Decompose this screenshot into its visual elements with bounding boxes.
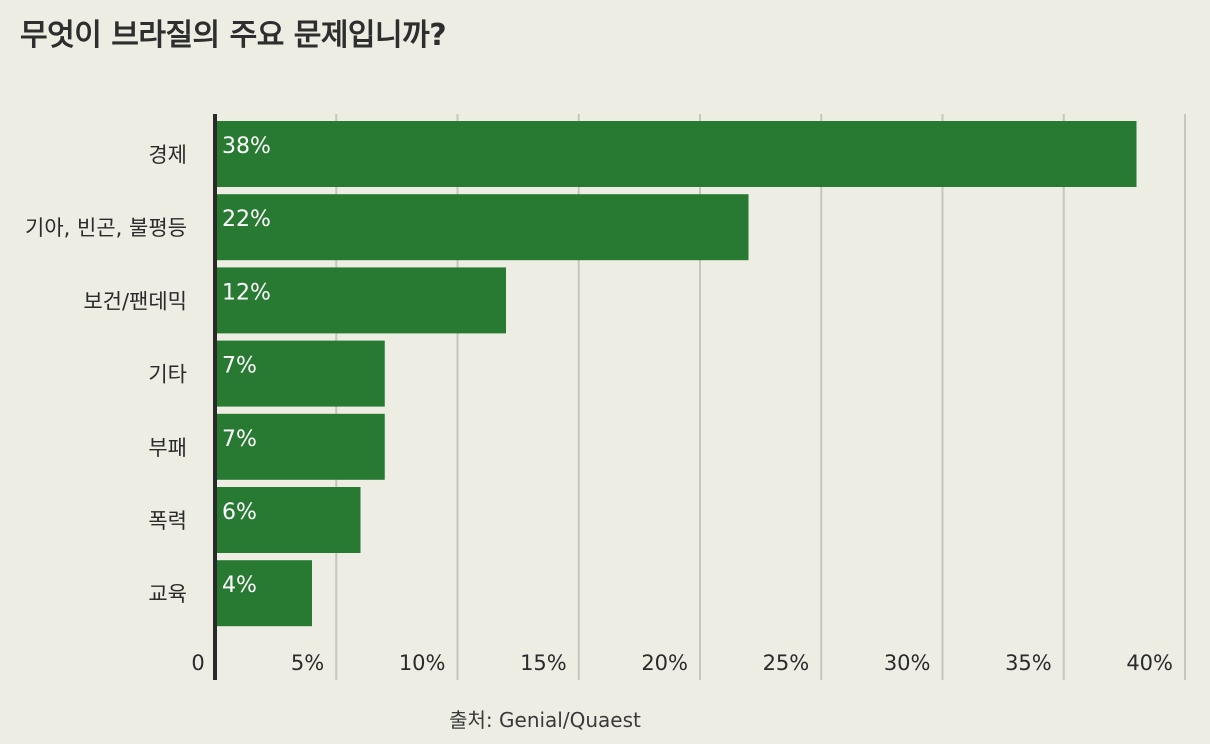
bar [215, 560, 312, 627]
bar [215, 413, 385, 480]
value-label: 7% [222, 427, 257, 452]
x-tick-label: 30% [884, 651, 931, 675]
bar [215, 121, 1137, 187]
x-tick-label: 20% [641, 651, 688, 675]
x-tick-label: 5% [291, 651, 324, 675]
category-label: 경제 [148, 143, 187, 167]
value-label: 4% [222, 573, 257, 598]
category-label: 기아, 빈곤, 불평등 [25, 216, 187, 240]
x-tick-label: 0 [191, 651, 204, 675]
x-tick-label: 35% [1005, 651, 1052, 675]
bar [215, 194, 749, 261]
category-label: 보건/팬데믹 [83, 289, 187, 313]
value-label: 38% [222, 134, 271, 159]
value-label: 7% [222, 354, 257, 379]
category-label: 부패 [148, 436, 187, 460]
value-label: 22% [222, 207, 271, 232]
category-label: 폭력 [148, 509, 187, 533]
x-tick-label: 10% [399, 651, 446, 675]
x-tick-labels: 0 5% 10% 15% 20% 25% 30% 35% 40% [191, 651, 1173, 675]
chart-source: 출처: Genial/Quaest [449, 708, 641, 732]
category-label: 기타 [148, 363, 187, 387]
value-label: 6% [222, 500, 257, 525]
x-tick-label: 15% [520, 651, 567, 675]
value-labels: 38% 22% 12% 7% 7% 6% 4% [222, 134, 271, 598]
bars [215, 121, 1137, 627]
bar [215, 267, 506, 334]
value-label: 12% [222, 280, 271, 305]
category-label: 교육 [148, 582, 187, 606]
chart-title: 무엇이 브라질의 주요 문제입니까? [20, 18, 447, 53]
x-tick-label: 25% [763, 651, 810, 675]
x-tick-label: 40% [1126, 651, 1173, 675]
bar [215, 487, 361, 553]
bar [215, 340, 385, 407]
